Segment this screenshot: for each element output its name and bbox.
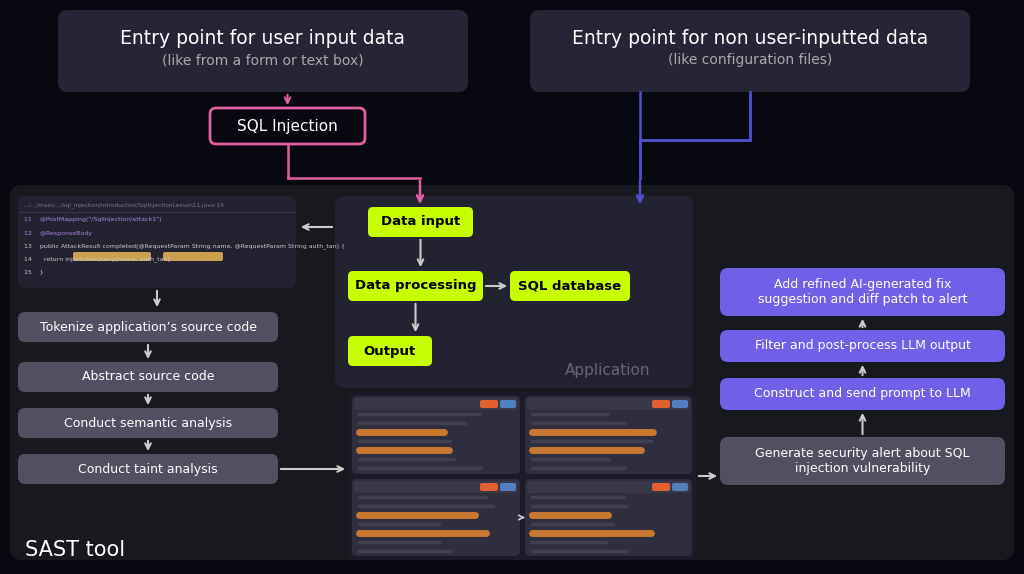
FancyBboxPatch shape	[348, 336, 432, 366]
FancyBboxPatch shape	[354, 398, 518, 410]
FancyBboxPatch shape	[500, 483, 516, 491]
FancyBboxPatch shape	[348, 271, 483, 301]
Text: Abstract source code: Abstract source code	[82, 370, 214, 383]
FancyBboxPatch shape	[652, 400, 670, 408]
Text: Tokenize application’s source code: Tokenize application’s source code	[40, 320, 256, 333]
Text: Data processing: Data processing	[354, 280, 476, 293]
FancyBboxPatch shape	[348, 392, 696, 560]
Text: 11    @PostMapping("/SqlInjection/attack1"): 11 @PostMapping("/SqlInjection/attack1")	[24, 218, 162, 223]
FancyBboxPatch shape	[18, 196, 296, 288]
Text: Data input: Data input	[381, 215, 460, 228]
Text: 12    @ResponseBody: 12 @ResponseBody	[24, 231, 92, 235]
Text: Output: Output	[364, 344, 416, 358]
FancyBboxPatch shape	[525, 479, 692, 556]
FancyBboxPatch shape	[527, 398, 690, 410]
FancyBboxPatch shape	[720, 378, 1005, 410]
FancyBboxPatch shape	[18, 312, 278, 342]
FancyBboxPatch shape	[672, 400, 688, 408]
FancyBboxPatch shape	[720, 330, 1005, 362]
FancyBboxPatch shape	[368, 207, 473, 237]
FancyBboxPatch shape	[354, 481, 518, 493]
FancyBboxPatch shape	[510, 271, 630, 301]
FancyBboxPatch shape	[720, 437, 1005, 485]
FancyBboxPatch shape	[480, 400, 498, 408]
FancyBboxPatch shape	[10, 185, 1014, 560]
Text: Filter and post-process LLM output: Filter and post-process LLM output	[755, 339, 971, 352]
Text: Conduct taint analysis: Conduct taint analysis	[78, 463, 218, 475]
Text: (like configuration files): (like configuration files)	[668, 53, 833, 67]
Text: Conduct semantic analysis: Conduct semantic analysis	[63, 417, 232, 429]
FancyBboxPatch shape	[652, 483, 670, 491]
Text: Entry point for user input data: Entry point for user input data	[121, 29, 406, 48]
FancyBboxPatch shape	[210, 108, 365, 144]
Text: Construct and send prompt to LLM: Construct and send prompt to LLM	[754, 387, 971, 401]
Text: (like from a form or text box): (like from a form or text box)	[162, 53, 364, 67]
FancyBboxPatch shape	[500, 400, 516, 408]
Text: Generate security alert about SQL
injection vulnerability: Generate security alert about SQL inject…	[756, 447, 970, 475]
FancyBboxPatch shape	[73, 252, 151, 261]
FancyBboxPatch shape	[18, 408, 278, 438]
FancyBboxPatch shape	[352, 396, 520, 474]
Text: 15    }: 15 }	[24, 270, 44, 274]
FancyBboxPatch shape	[58, 10, 468, 92]
FancyBboxPatch shape	[335, 196, 693, 388]
Text: Add refined AI-generated fix
suggestion and diff patch to alert: Add refined AI-generated fix suggestion …	[758, 278, 968, 306]
Text: Application: Application	[565, 363, 650, 378]
Text: 14      return injectableQuery(name, auth_tan);: 14 return injectableQuery(name, auth_tan…	[24, 256, 172, 262]
Text: 13    public AttackResult completed(@RequestParam String name, @RequestParam Str: 13 public AttackResult completed(@Reques…	[24, 243, 345, 249]
FancyBboxPatch shape	[352, 479, 520, 556]
FancyBboxPatch shape	[527, 481, 690, 493]
FancyBboxPatch shape	[18, 454, 278, 484]
FancyBboxPatch shape	[672, 483, 688, 491]
FancyBboxPatch shape	[530, 10, 970, 92]
FancyBboxPatch shape	[720, 268, 1005, 316]
FancyBboxPatch shape	[480, 483, 498, 491]
Text: SQL Injection: SQL Injection	[238, 118, 338, 134]
Text: .../.../main/.../sql_injection/introduction/SqlInjectionLesson11.java:14: .../.../main/.../sql_injection/introduct…	[23, 202, 224, 208]
FancyBboxPatch shape	[525, 396, 692, 474]
Text: Entry point for non user-inputted data: Entry point for non user-inputted data	[571, 29, 928, 48]
FancyBboxPatch shape	[18, 362, 278, 392]
Text: SQL database: SQL database	[518, 280, 622, 293]
Text: SAST tool: SAST tool	[25, 540, 125, 560]
FancyBboxPatch shape	[163, 252, 223, 261]
